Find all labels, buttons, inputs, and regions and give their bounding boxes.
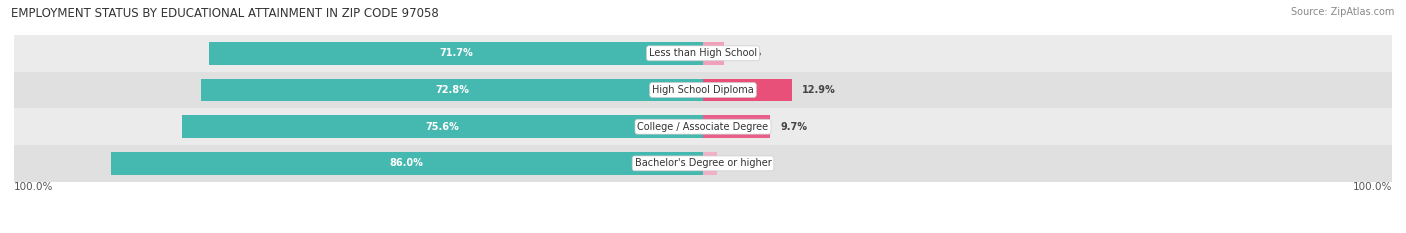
Text: College / Associate Degree: College / Associate Degree	[637, 122, 769, 132]
Text: Bachelor's Degree or higher: Bachelor's Degree or higher	[634, 158, 772, 168]
Text: 12.9%: 12.9%	[803, 85, 837, 95]
Bar	[14, 72, 1392, 108]
Text: 100.0%: 100.0%	[1353, 182, 1392, 192]
Text: 75.6%: 75.6%	[426, 122, 460, 132]
Bar	[703, 115, 770, 138]
Text: 2.0%: 2.0%	[727, 158, 754, 168]
Text: 72.8%: 72.8%	[436, 85, 470, 95]
Text: 71.7%: 71.7%	[439, 48, 472, 58]
Bar	[209, 42, 703, 65]
Text: 86.0%: 86.0%	[389, 158, 423, 168]
Text: 3.0%: 3.0%	[734, 48, 761, 58]
Text: 100.0%: 100.0%	[14, 182, 53, 192]
Bar	[703, 42, 724, 65]
Bar	[183, 115, 703, 138]
Bar	[703, 79, 792, 101]
Text: EMPLOYMENT STATUS BY EDUCATIONAL ATTAINMENT IN ZIP CODE 97058: EMPLOYMENT STATUS BY EDUCATIONAL ATTAINM…	[11, 7, 439, 20]
Text: 9.7%: 9.7%	[780, 122, 807, 132]
Bar	[111, 152, 703, 175]
Text: Less than High School: Less than High School	[650, 48, 756, 58]
Bar	[14, 35, 1392, 72]
Bar	[14, 108, 1392, 145]
Text: Source: ZipAtlas.com: Source: ZipAtlas.com	[1291, 7, 1395, 17]
Bar	[703, 152, 717, 175]
Text: High School Diploma: High School Diploma	[652, 85, 754, 95]
Bar	[201, 79, 703, 101]
Bar	[14, 145, 1392, 182]
